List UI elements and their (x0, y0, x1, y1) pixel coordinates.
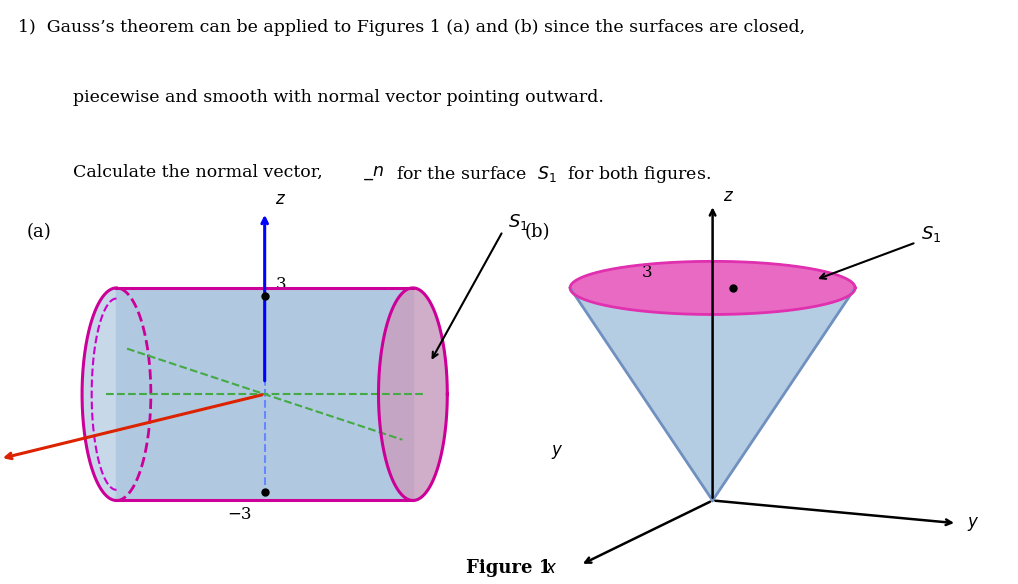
Polygon shape (82, 288, 151, 500)
Polygon shape (570, 262, 855, 500)
Text: −3: −3 (228, 506, 252, 523)
Text: 3: 3 (641, 263, 652, 280)
Polygon shape (116, 288, 413, 500)
Text: $S_1$: $S_1$ (921, 224, 942, 244)
Text: for the surface  $\mathit{S}_1$  for both figures.: for the surface $\mathit{S}_1$ for both … (385, 164, 711, 185)
Text: 3: 3 (275, 276, 286, 293)
Text: $z$: $z$ (275, 192, 286, 208)
Text: $S_1$: $S_1$ (508, 212, 528, 232)
Text: Calculate the normal vector,: Calculate the normal vector, (73, 164, 334, 180)
Text: (a): (a) (26, 224, 51, 241)
Polygon shape (379, 288, 447, 500)
Text: piecewise and smooth with normal vector pointing outward.: piecewise and smooth with normal vector … (73, 89, 604, 106)
Text: $\mathit{̲n}$: $\mathit{̲n}$ (364, 165, 385, 182)
Text: Figure 1: Figure 1 (466, 559, 552, 577)
Text: $y$: $y$ (551, 443, 563, 461)
Text: $x$: $x$ (545, 559, 557, 576)
Text: 1)  Gauss’s theorem can be applied to Figures 1 (a) and (b) since the surfaces a: 1) Gauss’s theorem can be applied to Fig… (18, 19, 805, 36)
Text: (b): (b) (524, 224, 550, 241)
Polygon shape (570, 262, 855, 314)
Text: $y$: $y$ (967, 515, 979, 533)
Text: $z$: $z$ (723, 187, 734, 204)
Polygon shape (570, 262, 855, 500)
